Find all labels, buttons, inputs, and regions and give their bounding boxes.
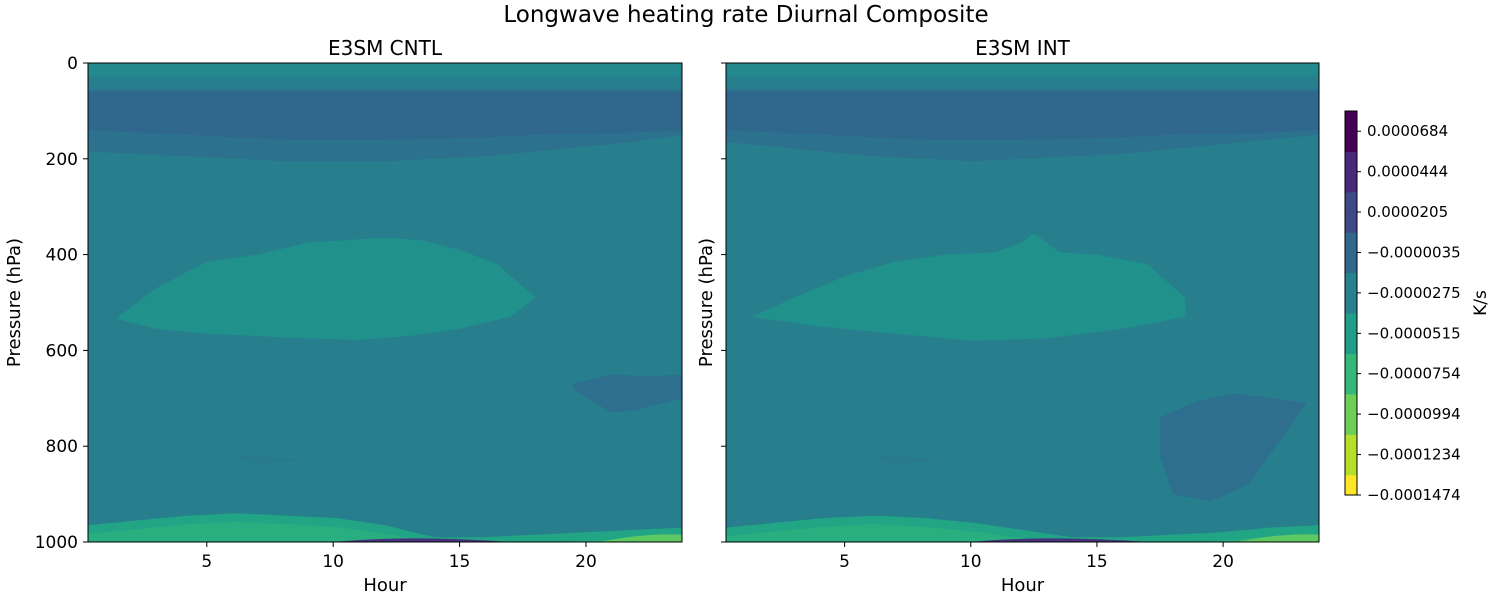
low-streak	[232, 454, 308, 466]
colorbar-level	[1345, 272, 1357, 294]
colorbar-level	[1345, 171, 1357, 193]
mid-level-patch	[751, 233, 1186, 341]
lower-patch	[573, 374, 682, 413]
surface-cool-spot	[598, 534, 682, 542]
colorbar-level	[1345, 434, 1357, 456]
axes-frame	[725, 62, 1320, 543]
colorbar-level	[1345, 252, 1357, 274]
y-tick-label: 800	[46, 437, 78, 457]
x-tick-label: 15	[1086, 552, 1108, 572]
colorbar-level	[1345, 292, 1357, 314]
surface-cool-spot	[1235, 534, 1319, 542]
colorbar-tick-label: −0.0001474	[1367, 486, 1461, 504]
upper-band-core	[726, 91, 1319, 140]
x-axis-label: Hour	[1001, 575, 1045, 596]
panel-1: E3SM CNTL 5 10 15 20 Hour 0 200 400 600 800 1000 Pre…	[4, 36, 683, 596]
axes-frame	[87, 62, 683, 543]
colorbar-level	[1345, 313, 1357, 334]
plot-area	[88, 63, 682, 542]
colorbar-frame	[1344, 110, 1358, 496]
colorbar-tick-label: −0.0000754	[1367, 365, 1461, 383]
y-tick-label: 400	[46, 246, 78, 266]
colorbar-level	[1345, 191, 1357, 213]
y-tick-label: 600	[46, 341, 78, 361]
colorbar-level	[1345, 353, 1357, 375]
colorbar-tick-label: 0.0000444	[1367, 163, 1448, 181]
y-axis-label: Pressure (hPa)	[696, 238, 717, 367]
surface-layer-inner	[88, 521, 682, 542]
x-axis-label: Hour	[363, 575, 407, 596]
x-tick-label: 10	[960, 552, 982, 572]
colorbar-level	[1345, 373, 1357, 395]
lower-patch	[1160, 393, 1307, 502]
colorbar-level	[1345, 474, 1357, 496]
colorbar-tick-label: −0.0000994	[1367, 405, 1461, 423]
colorbar-tick-label: 0.0000205	[1367, 203, 1448, 221]
surface-warm-spot	[970, 538, 1148, 542]
x-tick-label: 5	[201, 552, 212, 572]
colorbar-tick-label: −0.0001234	[1367, 446, 1461, 464]
colorbar-tick-label: −0.0000275	[1367, 284, 1461, 302]
colorbar-level	[1345, 131, 1357, 152]
colorbar-level	[1345, 232, 1357, 253]
y-tick-label: 200	[46, 150, 78, 170]
colorbar-level	[1345, 151, 1357, 173]
colorbar-level	[1345, 111, 1357, 132]
colorbar-level	[1345, 454, 1357, 476]
panel-title: E3SM CNTL	[328, 36, 443, 60]
top-layer	[726, 63, 1319, 77]
y-tick-label: 1000	[35, 533, 78, 553]
x-tick-label: 20	[1212, 552, 1234, 572]
colorbar-level	[1345, 414, 1357, 435]
mid-level-patch	[118, 237, 536, 340]
surface-warm-spot	[333, 538, 511, 542]
colorbar-tick-label: −0.0000515	[1367, 324, 1461, 342]
x-tick-label: 5	[839, 552, 850, 572]
plot-area	[726, 63, 1319, 542]
y-axis-label: Pressure (hPa)	[4, 238, 25, 367]
colorbar-tick-label: −0.0000035	[1367, 243, 1461, 261]
x-tick-label: 10	[322, 552, 344, 572]
colorbar-level	[1345, 393, 1357, 415]
figure-title: Longwave heating rate Diurnal Composite	[503, 2, 988, 28]
x-tick-label: 15	[449, 552, 471, 572]
top-layer	[88, 63, 682, 77]
colorbar-tick-label: 0.0000684	[1367, 122, 1448, 140]
panel-title: E3SM INT	[975, 36, 1071, 60]
colorbar-level	[1345, 212, 1357, 233]
surface-layer-inner	[726, 524, 1319, 542]
colorbar-level	[1345, 333, 1357, 355]
panel-2: E3SM INT 5 10 15 20 Hour Pressure (hPa)	[696, 36, 1320, 596]
colorbar: 0.0000684 0.0000444 0.0000205 −0.0000035 −0.…	[1344, 110, 1491, 504]
y-tick-label: 0	[67, 54, 78, 74]
low-streak	[869, 454, 946, 466]
x-tick-label: 20	[575, 552, 597, 572]
upper-band-core	[88, 91, 682, 140]
colorbar-label: K/s	[1471, 290, 1491, 316]
